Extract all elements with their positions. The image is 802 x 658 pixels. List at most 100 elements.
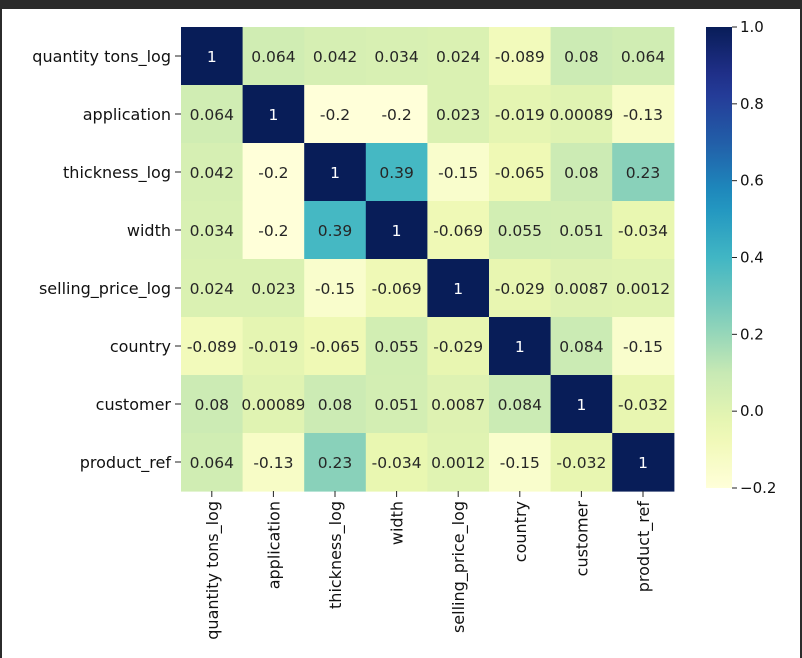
heatmap-cell xyxy=(427,143,490,202)
column-labels: quantity tons_log application thickness_lo… xyxy=(203,491,654,640)
heatmap-cell xyxy=(365,143,428,202)
cell-value-label: -0.2 xyxy=(258,164,288,182)
heatmap-cell xyxy=(181,433,244,492)
colorbar-tick-label: 0.8 xyxy=(740,95,764,113)
cell-value-label: 1 xyxy=(330,164,340,182)
row-label: customer xyxy=(96,395,172,414)
heatmap-cell xyxy=(304,201,367,260)
heatmap-cell xyxy=(427,259,490,318)
heatmap-cell xyxy=(304,27,367,86)
heatmap-cell xyxy=(242,85,305,144)
heatmap-cell xyxy=(427,27,490,86)
row-label: width xyxy=(127,221,171,240)
column-label: thickness_log xyxy=(326,501,346,609)
cell-value-label: 0.024 xyxy=(190,280,234,298)
heatmap-cell xyxy=(242,259,305,318)
heatmap-cell xyxy=(427,85,490,144)
cell-value-label: -0.029 xyxy=(495,280,545,298)
cell-value-label: -0.065 xyxy=(310,338,360,356)
cell-value-label: 0.39 xyxy=(379,164,414,182)
cell-value-label: 0.042 xyxy=(190,164,234,182)
heatmap-cell xyxy=(242,27,305,86)
cell-value-label: 1 xyxy=(638,454,648,472)
column-label: country xyxy=(511,501,530,562)
row-label: country xyxy=(110,337,171,356)
heatmap-cell xyxy=(489,201,552,260)
heatmap-cell xyxy=(612,85,675,144)
heatmap-cell xyxy=(304,317,367,376)
heatmap-cell xyxy=(612,375,675,434)
colorbar-gradient xyxy=(706,27,732,488)
column-label: width xyxy=(388,501,407,545)
heatmap-cell xyxy=(427,317,490,376)
heatmap-cell xyxy=(242,143,305,202)
row-label: thickness_log xyxy=(63,163,171,183)
row-label: application xyxy=(83,105,171,124)
heatmap-cell xyxy=(304,143,367,202)
column-label: application xyxy=(264,501,283,589)
row-label: product_ref xyxy=(80,453,172,473)
colorbar-tick-label: 0.2 xyxy=(740,325,764,343)
heatmap-cell xyxy=(242,201,305,260)
heatmap-cell xyxy=(550,317,613,376)
cell-value-label: 0.034 xyxy=(374,48,418,66)
heatmap-cell xyxy=(304,85,367,144)
heatmap-cell xyxy=(612,143,675,202)
cell-value-label: 0.084 xyxy=(498,396,542,414)
colorbar-tick-label: 0.0 xyxy=(740,402,764,420)
cell-value-label: 1 xyxy=(268,106,278,124)
heatmap-cell xyxy=(550,259,613,318)
heatmap-cell xyxy=(365,317,428,376)
cell-value-label: 0.064 xyxy=(251,48,295,66)
heatmap-cell xyxy=(550,143,613,202)
correlation-heatmap: 1 0.064 0.042 0.034 0.024 -0.089 0.08 0.064 0.06… xyxy=(32,18,776,640)
cell-value-label: 0.08 xyxy=(564,48,599,66)
colorbar: 1.0 0.8 0.6 0.4 0.2 0.0 −0.2 xyxy=(706,18,776,497)
cell-value-label: 1 xyxy=(453,280,463,298)
row-label: quantity tons_log xyxy=(32,47,171,67)
cell-value-label: 0.08 xyxy=(318,396,353,414)
cell-value-label: -0.089 xyxy=(495,48,545,66)
cell-value-label: 0.051 xyxy=(374,396,418,414)
cell-value-label: 0.023 xyxy=(251,280,295,298)
heatmap-cell xyxy=(550,27,613,86)
heatmap-cell xyxy=(242,375,305,434)
heatmap-cell xyxy=(550,201,613,260)
colorbar-tick-label: 0.6 xyxy=(740,172,764,190)
heatmap-cell xyxy=(365,85,428,144)
heatmap-cell xyxy=(427,201,490,260)
cell-value-label: 0.00089 xyxy=(549,106,613,124)
heatmap-cell xyxy=(612,317,675,376)
colorbar-tick-label: 1.0 xyxy=(740,18,764,36)
cell-value-label: 1 xyxy=(576,396,586,414)
heatmap-cell xyxy=(242,433,305,492)
cell-value-label: -0.069 xyxy=(433,222,483,240)
figure-panel: 1 0.064 0.042 0.034 0.024 -0.089 0.08 0.064 0.06… xyxy=(0,9,802,658)
colorbar-tick-label: −0.2 xyxy=(740,479,776,497)
cell-value-label: -0.032 xyxy=(618,396,668,414)
heatmap-cell xyxy=(365,27,428,86)
cell-value-label: 0.0012 xyxy=(431,454,485,472)
cell-value-label: 0.0087 xyxy=(554,280,608,298)
cell-value-label: -0.032 xyxy=(556,454,606,472)
heatmap-cell xyxy=(489,27,552,86)
heatmap-cell xyxy=(489,433,552,492)
heatmap-cells: 1 0.064 0.042 0.034 0.024 -0.089 0.08 0.064 0.06… xyxy=(181,27,675,492)
cell-value-label: 1 xyxy=(207,48,217,66)
cell-value-label: 0.0087 xyxy=(431,396,485,414)
heatmap-cell xyxy=(612,433,675,492)
cell-value-label: -0.13 xyxy=(253,454,293,472)
heatmap-cell xyxy=(550,433,613,492)
column-label: quantity tons_log xyxy=(203,501,223,640)
heatmap-cell xyxy=(304,433,367,492)
heatmap-cell xyxy=(612,201,675,260)
heatmap-cell xyxy=(489,375,552,434)
heatmap-cell xyxy=(365,201,428,260)
colorbar-tick-label: 0.4 xyxy=(740,249,764,267)
cell-value-label: 0.024 xyxy=(436,48,480,66)
column-label: customer xyxy=(572,501,591,577)
heatmap-cell xyxy=(181,259,244,318)
heatmap-cell xyxy=(181,317,244,376)
cell-value-label: 0.23 xyxy=(626,164,661,182)
heatmap-cell xyxy=(489,259,552,318)
